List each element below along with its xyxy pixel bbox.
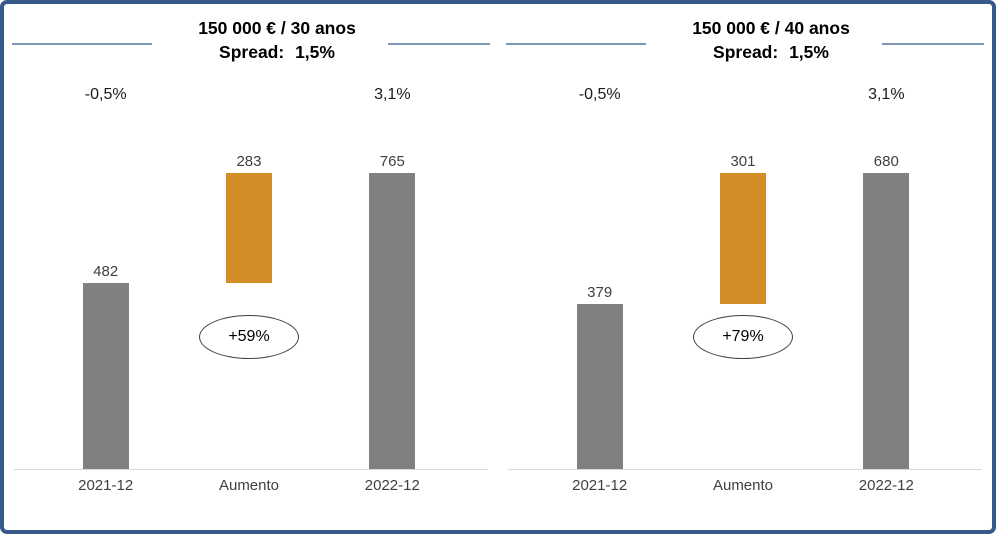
title-underline-right <box>882 43 984 45</box>
bar-value-label: 765 <box>379 153 405 170</box>
bar-value-label: 680 <box>873 153 899 170</box>
bar-aumento <box>225 173 272 283</box>
title-underline-right <box>388 43 490 45</box>
category-axis: 2021-12 Aumento 2022-12 <box>528 477 958 494</box>
bar-column-aumento: 301 <box>671 153 814 469</box>
bar-column-2021-12: 482 <box>34 153 177 469</box>
chart-subtitle-spread: Spread: 1,5% <box>219 42 335 62</box>
increase-percent-ellipse: +59% <box>199 315 299 359</box>
bar-2022-12 <box>863 173 910 469</box>
category-label: 2022-12 <box>858 477 914 494</box>
plot-area: 379 301 680 +79% <box>528 153 958 469</box>
chart-panel-30-anos: 150 000 € / 30 anos Spread: 1,5% -0,5% 3… <box>4 4 498 530</box>
bar-column-2022-12: 765 <box>321 153 464 469</box>
increase-percent-label: +59% <box>228 328 270 345</box>
euribor-rates-row: -0,5% 3,1% <box>34 86 464 104</box>
chart-title: 150 000 € / 30 anos <box>198 18 356 38</box>
chart-panel-40-anos: 150 000 € / 40 anos Spread: 1,5% -0,5% 3… <box>498 4 992 530</box>
chart-subtitle-spread: Spread: 1,5% <box>713 42 829 62</box>
bar-column-2021-12: 379 <box>528 153 671 469</box>
bar-2021-12 <box>82 283 129 469</box>
waterfall-spacer <box>226 283 272 469</box>
panel-header: 150 000 € / 30 anos Spread: 1,5% <box>56 16 498 64</box>
category-label: 2022-12 <box>364 477 420 494</box>
increase-percent-label: +79% <box>722 328 764 345</box>
rates-row-gap <box>177 86 320 104</box>
chart-title: 150 000 € / 40 anos <box>692 18 850 38</box>
bar-2022-12 <box>369 173 416 469</box>
bar-value-label: 301 <box>730 153 756 170</box>
x-axis-line <box>14 469 488 470</box>
bar-column-aumento: 283 <box>177 153 320 469</box>
bar-column-2022-12: 680 <box>815 153 958 469</box>
increase-percent-ellipse: +79% <box>693 315 793 359</box>
category-label: 2021-12 <box>78 477 134 494</box>
plot-area: 482 283 765 +59% <box>34 153 464 469</box>
euribor-rate-2021-label: -0,5% <box>578 86 621 103</box>
category-label: Aumento <box>712 477 774 494</box>
bar-value-label: 283 <box>236 153 262 170</box>
bar-value-label: 482 <box>93 263 119 280</box>
category-axis: 2021-12 Aumento 2022-12 <box>34 477 464 494</box>
euribor-rate-2022-label: 3,1% <box>868 86 905 103</box>
bar-2021-12 <box>576 304 623 469</box>
euribor-rate-2021-label: -0,5% <box>84 86 127 103</box>
euribor-rate-2022-label: 3,1% <box>374 86 411 103</box>
category-label: Aumento <box>218 477 280 494</box>
category-label: 2021-12 <box>572 477 628 494</box>
panel-header: 150 000 € / 40 anos Spread: 1,5% <box>550 16 992 64</box>
bar-aumento <box>719 173 766 304</box>
title-underline-left <box>506 43 646 45</box>
x-axis-line <box>508 469 982 470</box>
bar-value-label: 379 <box>587 284 613 301</box>
euribor-rates-row: -0,5% 3,1% <box>528 86 958 104</box>
title-underline-left <box>12 43 152 45</box>
rates-row-gap <box>671 86 814 104</box>
